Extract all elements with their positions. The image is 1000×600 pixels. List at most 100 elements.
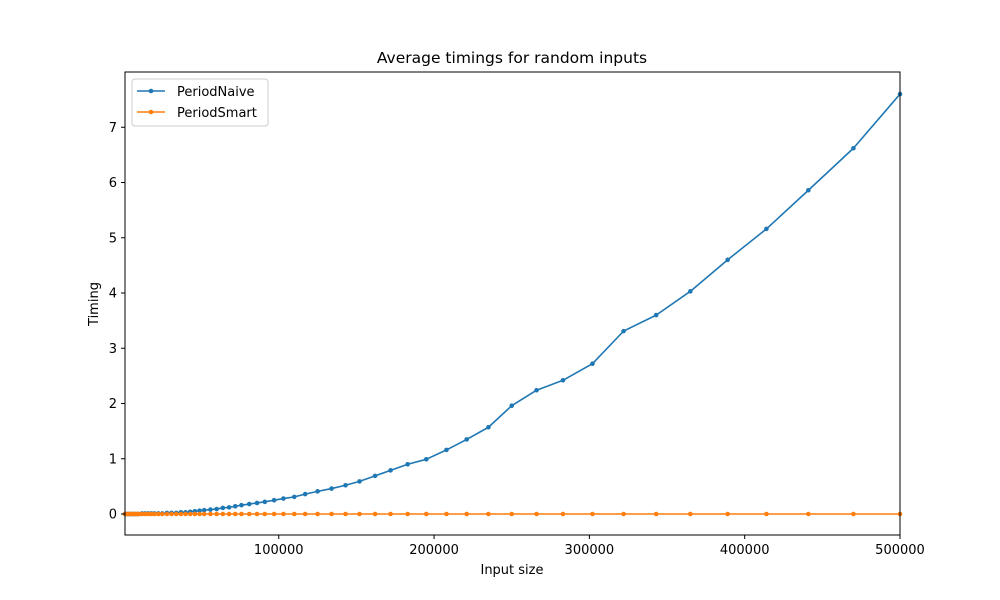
data-point-period-naive (653, 312, 659, 318)
data-point-period-smart (226, 511, 232, 517)
data-point-period-smart (239, 511, 244, 517)
x-tick-label: 400000 (720, 543, 770, 558)
x-axis-title: Input size (480, 563, 543, 578)
data-point-period-naive (262, 499, 268, 505)
data-point-period-smart (534, 511, 539, 517)
y-axis: 0 1 2 3 4 5 6 7 (109, 121, 125, 523)
data-point-period-smart (214, 511, 219, 517)
data-point-period-smart (178, 511, 184, 517)
data-point-period-smart (424, 511, 429, 517)
data-point-period-naive (725, 257, 730, 263)
data-point-period-naive (343, 482, 348, 488)
data-point-period-naive (271, 497, 277, 503)
data-point-period-smart (315, 511, 320, 517)
data-point-period-naive (464, 437, 469, 442)
data-point-period-smart (388, 511, 393, 517)
data-point-period-smart (173, 511, 179, 517)
data-point-period-smart (372, 511, 378, 517)
data-point-period-smart (509, 511, 515, 517)
data-point-period-naive (239, 502, 244, 508)
y-axis-title: Timing (87, 282, 102, 327)
data-point-period-smart (405, 511, 410, 517)
data-point-period-naive (372, 473, 378, 479)
data-point-period-smart (159, 511, 165, 517)
data-point-period-smart (201, 511, 207, 517)
data-point-period-smart (152, 511, 157, 517)
data-point-period-smart (486, 511, 491, 517)
data-point-period-smart (343, 511, 348, 517)
data-point-period-naive (688, 289, 693, 294)
data-point-period-smart (232, 511, 238, 517)
data-point-period-smart (806, 511, 811, 517)
data-point-period-smart (590, 511, 595, 517)
data-point-period-smart (725, 511, 730, 517)
y-tick-label: 4 (109, 287, 117, 302)
legend: PeriodNaive PeriodSmart (131, 78, 269, 127)
data-point-period-smart (197, 511, 202, 517)
data-point-period-naive (214, 506, 219, 512)
data-point-period-smart (357, 511, 362, 517)
data-point-period-smart (560, 511, 566, 517)
y-tick-label: 3 (109, 342, 117, 357)
data-point-period-naive (220, 505, 226, 511)
y-tick-label: 7 (109, 121, 117, 136)
data-point-period-smart (464, 511, 469, 517)
data-point-period-smart (444, 511, 449, 517)
data-point-period-naive (509, 403, 515, 409)
data-point-period-naive (197, 508, 202, 513)
data-point-period-naive (226, 505, 232, 510)
data-point-period-naive (851, 145, 856, 151)
data-point-period-naive (388, 468, 393, 473)
legend-marker-period-smart (148, 109, 154, 115)
data-point-period-naive (232, 503, 238, 509)
plot-area (122, 91, 903, 517)
data-point-period-smart (169, 511, 174, 517)
series-period-smart (122, 511, 903, 517)
legend-label-period-naive: PeriodNaive (177, 85, 255, 100)
x-tick-label: 500000 (875, 543, 925, 558)
x-tick-label: 100000 (254, 543, 304, 558)
y-tick-label: 6 (109, 176, 117, 191)
data-point-period-smart (187, 511, 193, 517)
data-point-period-smart (764, 511, 769, 517)
data-point-period-naive (560, 378, 566, 383)
legend-label-period-smart: PeriodSmart (177, 106, 257, 121)
data-point-period-naive (208, 507, 213, 512)
data-point-period-smart (851, 511, 856, 517)
data-point-period-naive (291, 494, 297, 500)
legend-marker-period-naive (148, 88, 154, 94)
y-tick-label: 5 (109, 231, 117, 246)
chart-title: Average timings for random inputs (377, 49, 647, 67)
data-point-period-smart (271, 511, 277, 517)
data-point-period-smart (291, 511, 297, 517)
y-tick-label: 2 (109, 397, 117, 412)
data-point-period-smart (653, 511, 659, 517)
x-tick-label: 200000 (409, 543, 459, 558)
data-point-period-smart (164, 511, 170, 517)
data-point-period-naive (254, 500, 260, 506)
y-tick-label: 1 (109, 452, 117, 467)
data-point-period-naive (764, 226, 769, 232)
data-point-period-naive (806, 187, 811, 193)
plot-frame (124, 71, 901, 536)
data-point-period-naive (246, 501, 252, 507)
data-point-period-smart (156, 511, 161, 517)
data-point-period-naive (534, 387, 539, 393)
data-point-period-smart (208, 511, 213, 517)
data-point-period-naive (486, 424, 491, 430)
data-point-period-naive (357, 479, 362, 484)
data-point-period-smart (192, 511, 198, 517)
data-point-period-smart (262, 511, 268, 517)
x-axis: 100000 200000 300000 400000 500000 (254, 535, 925, 558)
data-point-period-naive (329, 486, 334, 491)
data-point-period-smart (220, 511, 226, 517)
x-tick-label: 300000 (565, 543, 615, 558)
data-point-period-smart (688, 511, 693, 517)
data-point-period-smart (621, 511, 626, 517)
y-tick-label: 0 (109, 508, 117, 523)
data-point-period-naive (201, 507, 207, 513)
data-point-period-smart (329, 511, 334, 517)
data-point-period-smart (254, 511, 260, 517)
